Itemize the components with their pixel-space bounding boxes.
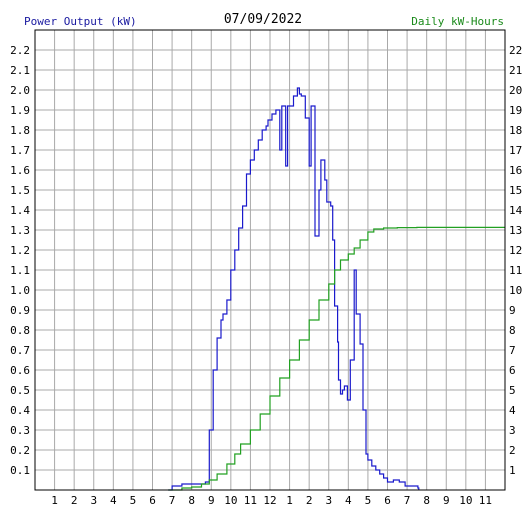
x-tick-label: 7 — [404, 494, 411, 507]
left-tick-label: 1.3 — [10, 224, 30, 237]
right-tick-label: 11 — [509, 264, 522, 277]
x-tick-label: 1 — [51, 494, 58, 507]
grid-lines — [35, 30, 505, 490]
right-tick-label: 6 — [509, 364, 516, 377]
right-tick-label: 20 — [509, 84, 522, 97]
left-tick-label: 0.3 — [10, 424, 30, 437]
x-tick-label: 6 — [149, 494, 156, 507]
left-tick-label: 1.7 — [10, 144, 30, 157]
x-tick-label: 3 — [325, 494, 332, 507]
series-layer — [168, 87, 505, 491]
right-tick-label: 18 — [509, 124, 522, 137]
left-tick-label: 2.2 — [10, 44, 30, 57]
right-tick-label: 7 — [509, 344, 516, 357]
left-tick-label: 1.4 — [10, 204, 30, 217]
x-tick-label: 11 — [244, 494, 257, 507]
x-tick-label: 6 — [384, 494, 391, 507]
right-tick-label: 19 — [509, 104, 522, 117]
x-tick-label: 4 — [110, 494, 117, 507]
right-tick-label: 1 — [509, 464, 516, 477]
left-tick-label: 2.0 — [10, 84, 30, 97]
left-axis-ticks: 0.1 0.2 0.3 0.4 0.5 0.6 0.7 0.8 0.9 1.0 1.1 1.2 1.3 1… — [10, 44, 30, 477]
left-tick-label: 1.1 — [10, 264, 30, 277]
x-tick-label: 1 — [286, 494, 293, 507]
left-tick-label: 0.2 — [10, 444, 30, 457]
plot-frame — [34, 29, 506, 491]
right-tick-label: 14 — [509, 204, 523, 217]
right-tick-label: 16 — [509, 164, 522, 177]
left-tick-label: 2.1 — [10, 64, 30, 77]
x-tick-label: 12 — [263, 494, 276, 507]
x-tick-label: 10 — [224, 494, 237, 507]
right-tick-label: 13 — [509, 224, 522, 237]
x-tick-label: 9 — [208, 494, 215, 507]
left-tick-label: 0.9 — [10, 304, 30, 317]
left-tick-label: 0.7 — [10, 344, 30, 357]
right-tick-label: 21 — [509, 64, 522, 77]
right-tick-label: 9 — [509, 304, 516, 317]
right-tick-label: 17 — [509, 144, 522, 157]
x-tick-label: 2 — [306, 494, 313, 507]
left-tick-label: 0.4 — [10, 404, 30, 417]
right-tick-label: 3 — [509, 424, 516, 437]
x-tick-label: 3 — [90, 494, 97, 507]
x-tick-label: 7 — [169, 494, 176, 507]
right-tick-label: 4 — [509, 404, 516, 417]
x-tick-label: 5 — [365, 494, 372, 507]
left-tick-label: 0.5 — [10, 384, 30, 397]
right-tick-label: 15 — [509, 184, 522, 197]
right-tick-label: 5 — [509, 384, 516, 397]
x-tick-label: 8 — [188, 494, 195, 507]
left-tick-label: 1.2 — [10, 244, 30, 257]
x-tick-label: 11 — [479, 494, 492, 507]
left-tick-label: 1.9 — [10, 104, 30, 117]
right-tick-label: 12 — [509, 244, 522, 257]
left-tick-label: 1.0 — [10, 284, 30, 297]
left-tick-label: 0.8 — [10, 324, 30, 337]
left-tick-label: 1.5 — [10, 184, 30, 197]
left-tick-label: 0.6 — [10, 364, 30, 377]
x-tick-label: 2 — [71, 494, 78, 507]
x-tick-label: 5 — [130, 494, 137, 507]
x-tick-label: 8 — [423, 494, 430, 507]
right-tick-label: 8 — [509, 324, 516, 337]
chart-title: 07/09/2022 — [224, 12, 302, 27]
right-tick-label: 2 — [509, 444, 516, 457]
left-axis-label: Power Output (kW) — [24, 15, 137, 28]
right-tick-label: 22 — [509, 44, 522, 57]
left-tick-label: 1.8 — [10, 124, 30, 137]
left-tick-label: 0.1 — [10, 464, 30, 477]
right-axis-label: Daily kW-Hours — [411, 15, 504, 28]
power-output-line — [168, 87, 420, 491]
x-axis-ticks: 1 2 3 4 5 6 7 8 9 10 11 12 1 2 3 4 5 6 7 8 9 10 11 — [51, 494, 492, 507]
right-tick-label: 10 — [509, 284, 522, 297]
daily-energy-line — [168, 226, 505, 491]
x-tick-label: 9 — [443, 494, 450, 507]
left-tick-label: 1.6 — [10, 164, 30, 177]
x-tick-label: 4 — [345, 494, 352, 507]
x-tick-label: 10 — [459, 494, 472, 507]
